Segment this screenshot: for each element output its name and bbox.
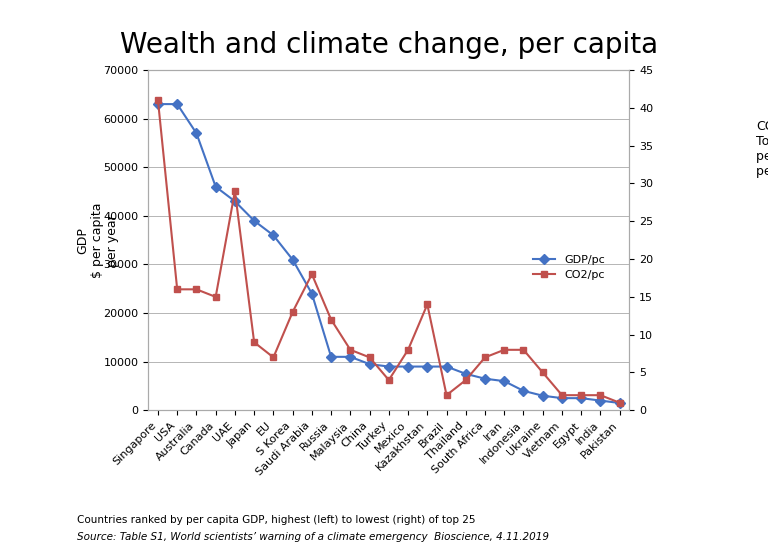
GDP/pc [346, 353, 355, 360]
CO2/pc [288, 309, 297, 315]
GDP/pc [250, 218, 259, 224]
GDP/pc [558, 395, 567, 401]
Legend: GDP/pc, CO2/pc: GDP/pc, CO2/pc [528, 250, 609, 284]
CO2/pc [269, 354, 278, 360]
CO2/pc [596, 392, 605, 398]
CO2/pc [558, 392, 567, 398]
GDP/pc [500, 378, 509, 385]
Line: CO2/pc: CO2/pc [154, 97, 623, 406]
GDP/pc [615, 400, 624, 406]
GDP/pc [154, 101, 163, 107]
Line: GDP/pc: GDP/pc [154, 101, 623, 406]
Title: Wealth and climate change, per capita: Wealth and climate change, per capita [120, 31, 658, 60]
GDP/pc [173, 101, 182, 107]
GDP/pc [269, 232, 278, 238]
CO2/pc [307, 271, 316, 277]
CO2/pc [173, 286, 182, 293]
GDP/pc [481, 375, 490, 382]
GDP/pc [596, 397, 605, 404]
GDP/pc [326, 353, 336, 360]
CO2/pc [577, 392, 586, 398]
CO2/pc [481, 354, 490, 360]
GDP/pc [461, 370, 470, 377]
GDP/pc [288, 257, 297, 263]
CO2/pc [250, 339, 259, 346]
GDP/pc [192, 130, 201, 137]
CO2/pc [365, 354, 374, 360]
GDP/pc [577, 395, 586, 401]
CO2/pc [519, 347, 528, 353]
GDP/pc [365, 361, 374, 368]
CO2/pc [500, 347, 509, 353]
CO2/pc [461, 377, 470, 383]
GDP/pc [538, 392, 548, 399]
GDP/pc [230, 198, 240, 205]
CO2/pc [192, 286, 201, 293]
GDP/pc [519, 388, 528, 394]
Text: CO2
Tonnes
per capita
per year: CO2 Tonnes per capita per year [756, 120, 768, 178]
GDP/pc [307, 290, 316, 297]
Y-axis label: GDP
$ per capita
per year: GDP $ per capita per year [77, 202, 120, 278]
Text: Source: Table S1, World scientists’ warning of a climate emergency  Bioscience, : Source: Table S1, World scientists’ warn… [77, 532, 549, 542]
CO2/pc [403, 347, 412, 353]
CO2/pc [346, 347, 355, 353]
CO2/pc [442, 392, 451, 398]
GDP/pc [403, 363, 412, 370]
CO2/pc [538, 369, 548, 376]
CO2/pc [154, 97, 163, 103]
CO2/pc [326, 316, 336, 323]
CO2/pc [211, 294, 220, 300]
CO2/pc [615, 399, 624, 406]
GDP/pc [384, 363, 393, 370]
CO2/pc [384, 377, 393, 383]
Text: Countries ranked by per capita GDP, highest (left) to lowest (right) of top 25: Countries ranked by per capita GDP, high… [77, 515, 475, 525]
CO2/pc [422, 301, 432, 308]
CO2/pc [230, 188, 240, 194]
GDP/pc [422, 363, 432, 370]
GDP/pc [211, 183, 220, 190]
GDP/pc [442, 363, 451, 370]
